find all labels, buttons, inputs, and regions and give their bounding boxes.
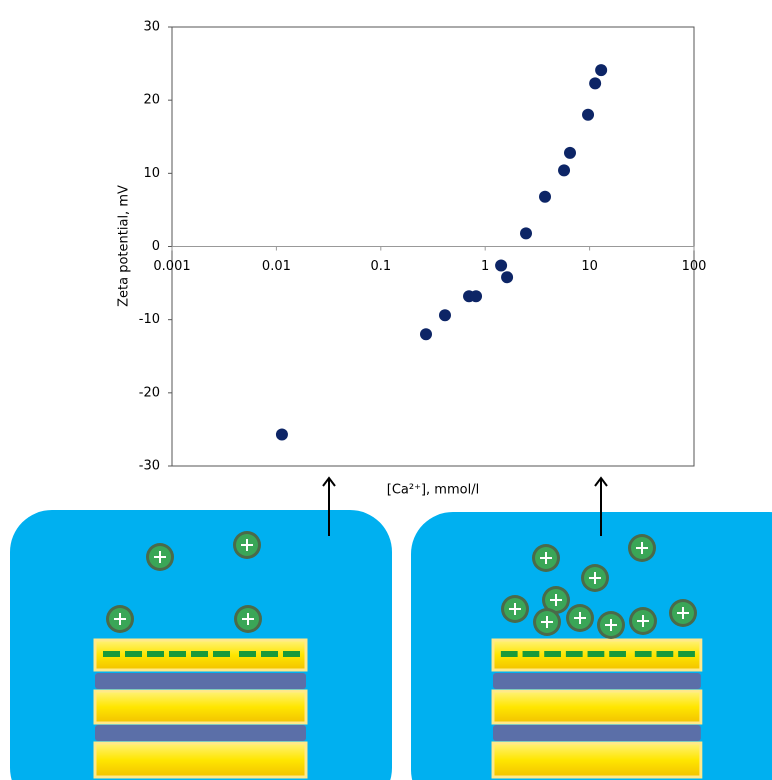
y-tick-label: -20 xyxy=(139,385,160,400)
y-tick-label: 20 xyxy=(143,93,160,108)
data-point xyxy=(438,309,451,322)
data-point xyxy=(595,64,608,77)
y-tick-label: 0 xyxy=(152,239,160,254)
data-point xyxy=(501,271,514,284)
arrows xyxy=(322,476,608,536)
x-tick-label: 1 xyxy=(481,259,489,274)
data-point xyxy=(495,259,508,272)
x-tick-label: 0.001 xyxy=(153,259,190,274)
data-point xyxy=(420,328,433,341)
y-tick-label: -10 xyxy=(139,312,160,327)
data-point xyxy=(589,77,602,90)
y-axis-label: Zeta potential, mV xyxy=(117,185,132,307)
data-point xyxy=(520,227,533,240)
diagram-left xyxy=(10,510,392,780)
y-tick-label: 10 xyxy=(143,166,160,181)
x-tick-label: 10 xyxy=(581,259,598,274)
data-point xyxy=(563,146,576,159)
data-point xyxy=(582,108,595,121)
data-point xyxy=(275,428,288,441)
x-axis-label: [Ca²⁺], mmol/l xyxy=(387,483,479,498)
data-point xyxy=(539,190,552,203)
data-point xyxy=(558,164,571,177)
x-tick-label: 100 xyxy=(682,259,707,274)
y-tick-label: 30 xyxy=(143,20,160,35)
data-point xyxy=(470,290,483,303)
x-tick-label: 0.1 xyxy=(370,259,391,274)
diagram-right xyxy=(411,512,772,780)
y-tick-label: -30 xyxy=(139,459,160,474)
x-tick-label: 0.01 xyxy=(262,259,291,274)
